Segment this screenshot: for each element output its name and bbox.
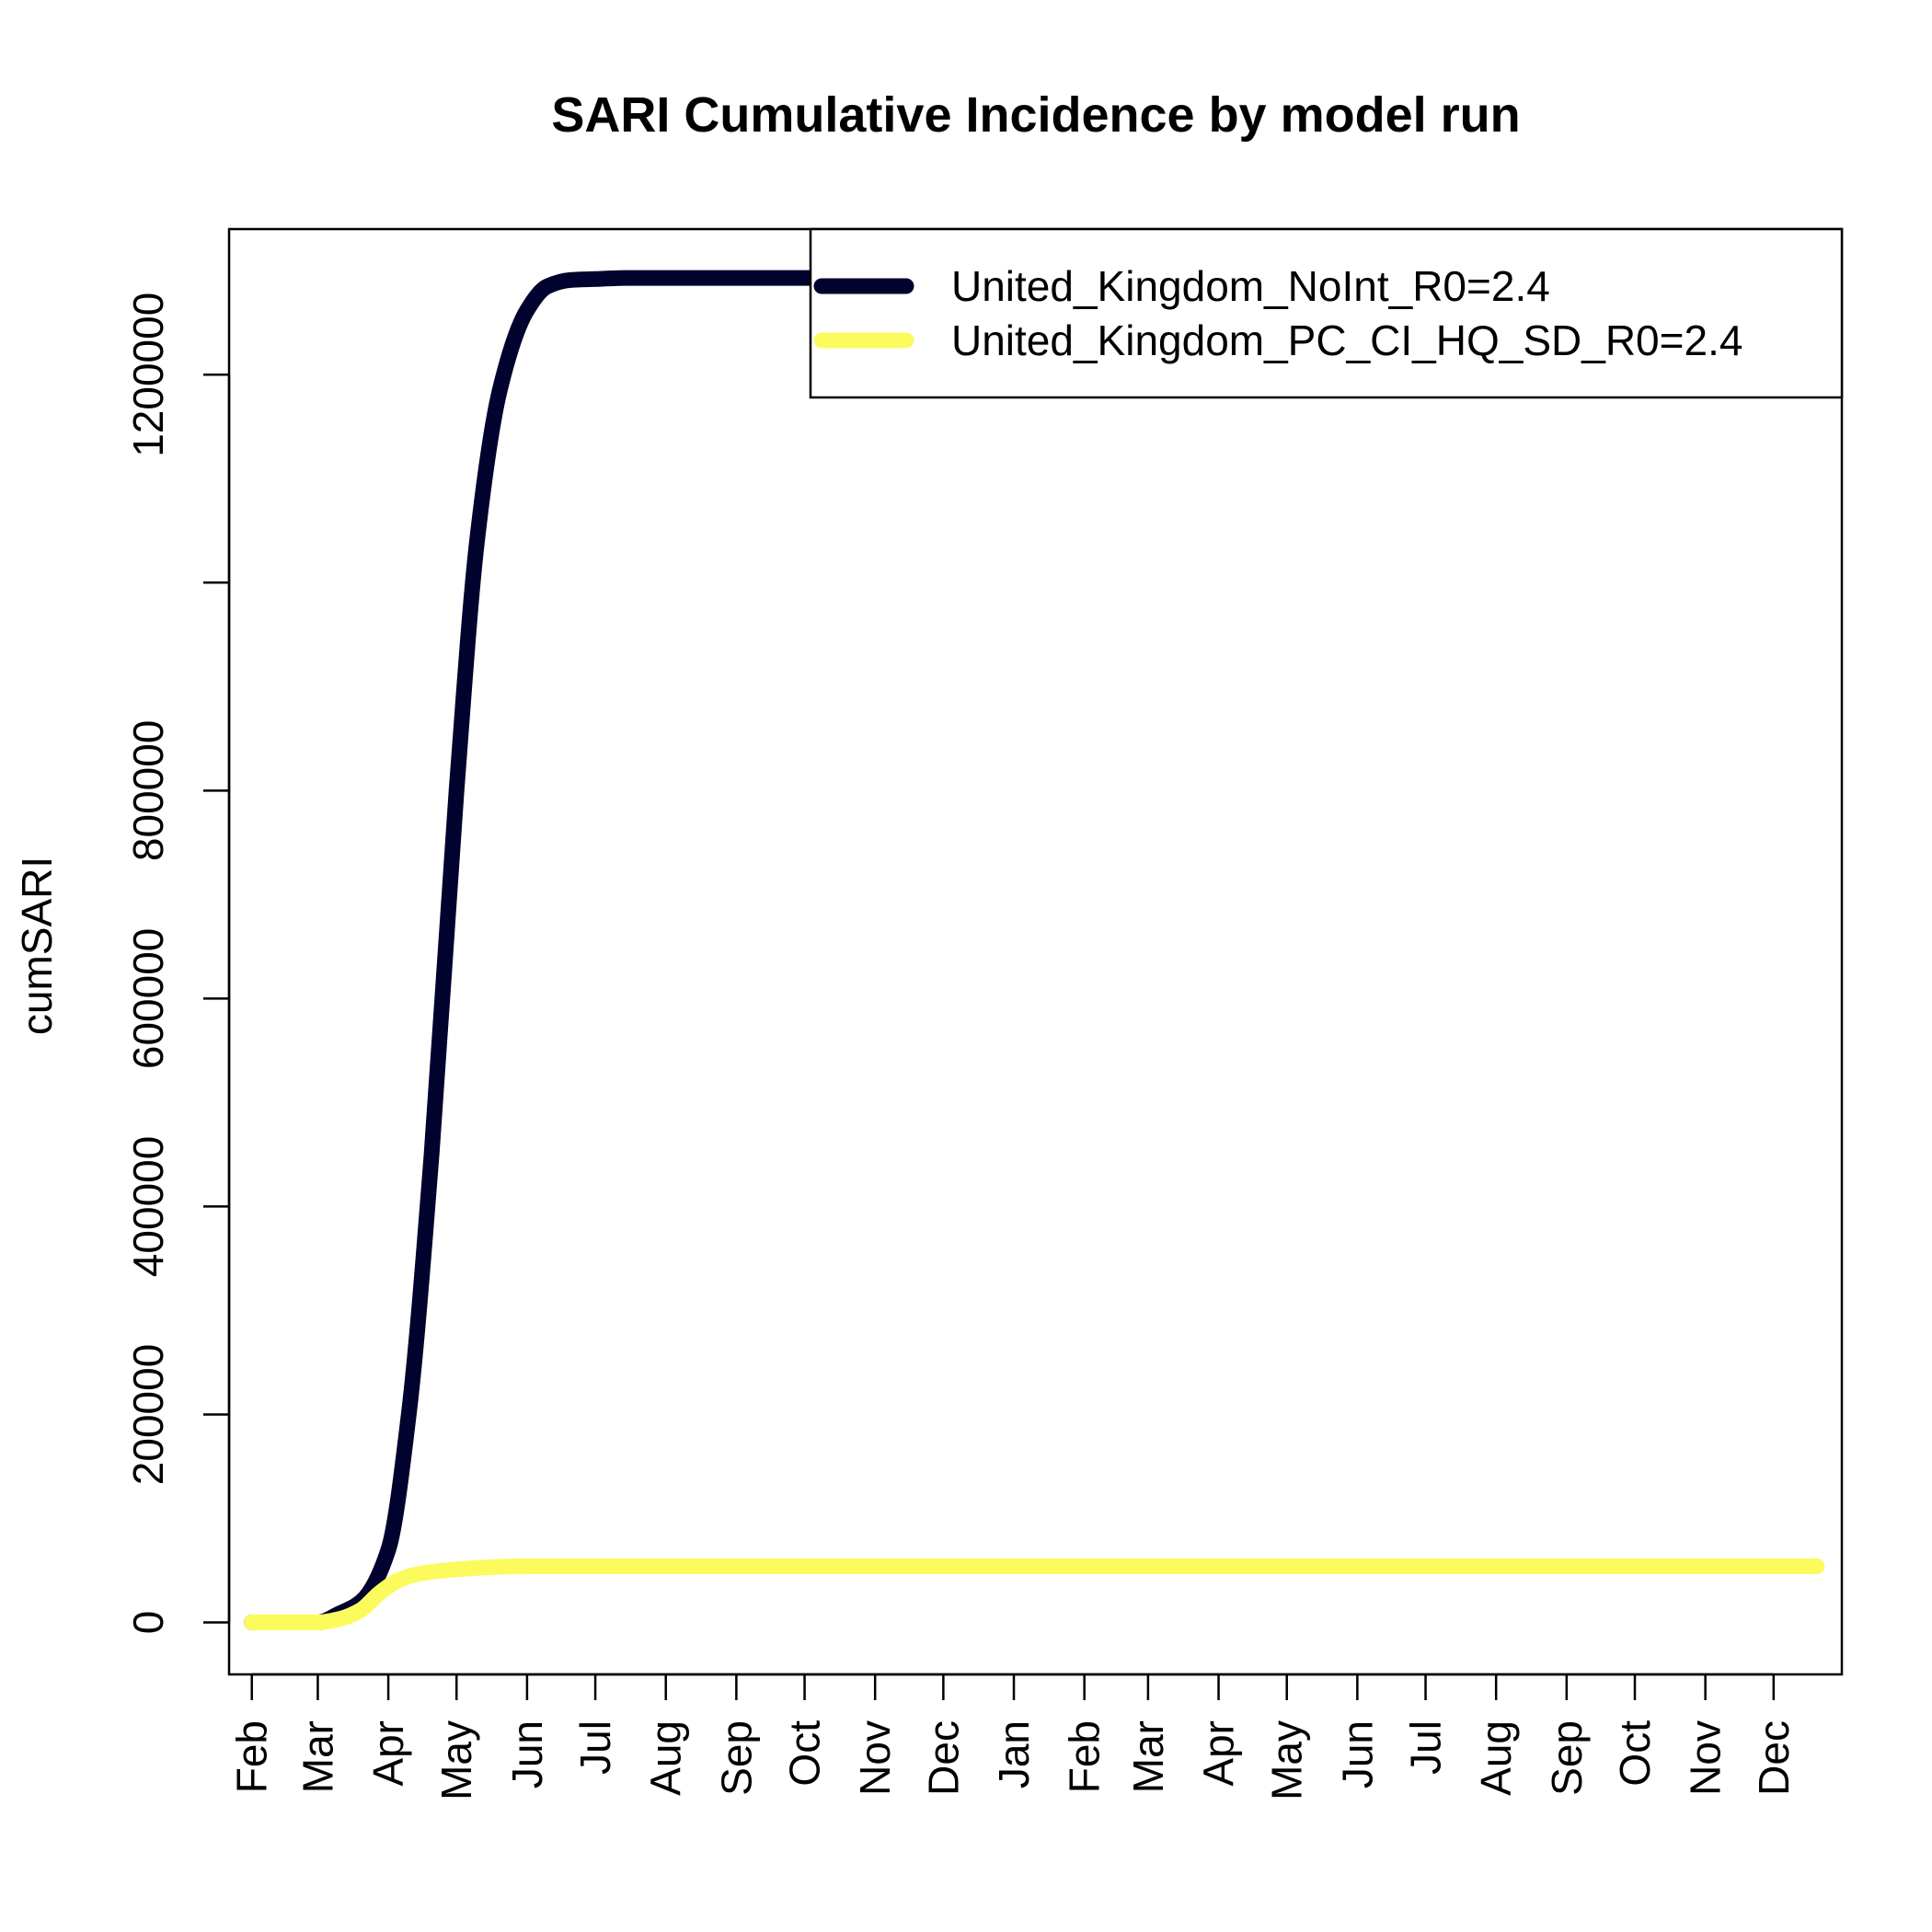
x-tick-label: Jul (571, 1720, 619, 1775)
x-tick-label: Mar (1124, 1720, 1172, 1793)
x-tick-label: Sep (1543, 1720, 1591, 1796)
y-tick-label: 600000 (124, 928, 172, 1070)
x-tick-label: Oct (1611, 1720, 1659, 1787)
plot-frame (227, 227, 1844, 1676)
x-tick-label: Jun (503, 1720, 551, 1788)
chart-title: SARI Cumulative Incidence by model run (551, 87, 1520, 143)
x-tick-label: Aug (642, 1720, 690, 1796)
x-tick-label: Mar (293, 1720, 341, 1793)
y-axis: 0 200000 400000 600000 800000 1200000 (124, 293, 231, 1635)
y-axis-label: cumSARI (13, 857, 61, 1035)
legend: United_Kingdom_NoInt_R0=2.4 United_Kingd… (809, 227, 1844, 399)
y-tick-label: 400000 (124, 1136, 172, 1278)
x-tick-label: Jun (1333, 1720, 1381, 1788)
y-tick-label: 0 (124, 1611, 172, 1635)
legend-label-pc-ci-hq-sd: United_Kingdom_PC_CI_HQ_SD_R0=2.4 (951, 316, 1742, 364)
series-line-2 (244, 1558, 1825, 1630)
y-tick-label: 800000 (124, 720, 172, 862)
x-tick-label: Apr (1195, 1720, 1243, 1787)
x-tick-label: Aug (1472, 1720, 1520, 1796)
legend-label-noint: United_Kingdom_NoInt_R0=2.4 (951, 262, 1550, 310)
x-tick-label: Dec (1750, 1720, 1798, 1796)
x-tick-label: Nov (851, 1720, 899, 1796)
x-tick-label: May (1263, 1720, 1311, 1800)
x-tick-label: Nov (1682, 1720, 1730, 1796)
x-tick-label: Dec (919, 1720, 967, 1796)
legend-box (809, 227, 1844, 399)
x-tick-label: Apr (364, 1720, 412, 1787)
x-tick-label: Sep (712, 1720, 760, 1796)
x-tick-label: Feb (228, 1720, 276, 1793)
x-tick-label: Jan (990, 1720, 1038, 1788)
y-tick-label: 1200000 (124, 293, 172, 457)
series-layer (244, 270, 1825, 1630)
x-axis: Feb Mar Apr May Jun Jul Aug Sep Oct Nov Dec Jan Feb M… (228, 1673, 1798, 1800)
x-tick-label: Feb (1061, 1720, 1109, 1793)
x-tick-label: May (432, 1720, 480, 1800)
series-line-1 (244, 270, 845, 1630)
x-tick-label: Jul (1402, 1720, 1450, 1775)
y-tick-label: 200000 (124, 1344, 172, 1486)
x-tick-label: Oct (781, 1720, 829, 1787)
